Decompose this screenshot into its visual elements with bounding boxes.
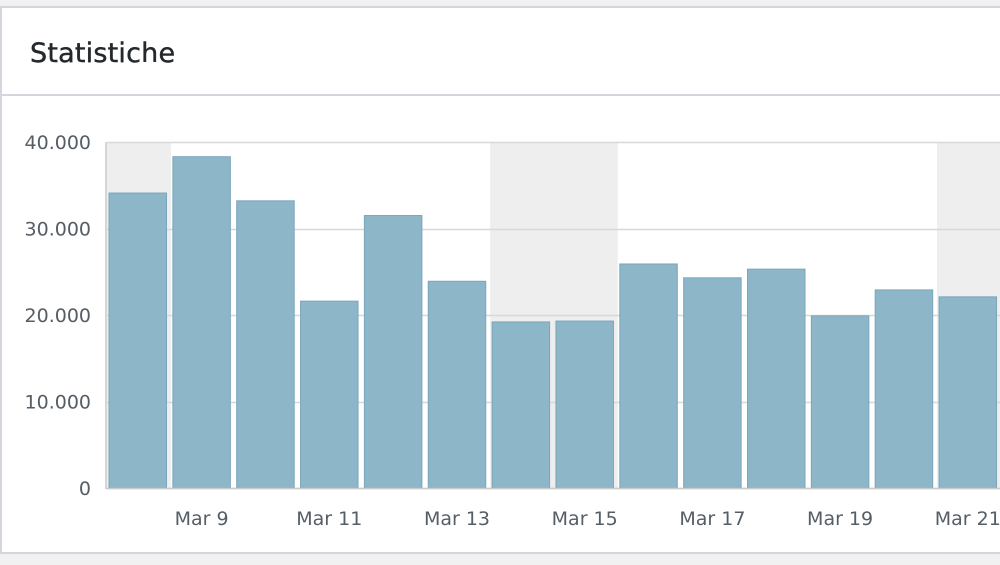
bar-mar-17 bbox=[683, 277, 742, 489]
widget-title: Statistiche bbox=[30, 38, 176, 69]
bars bbox=[108, 156, 998, 489]
bar-mar-19 bbox=[810, 315, 870, 489]
x-tick-label: Mar 17 bbox=[679, 508, 745, 530]
bar-mar-9 bbox=[172, 156, 231, 489]
x-tick-labels: Mar 9 Mar 11 Mar 13 Mar 15 Mar 17 Mar 19 Mar 2… bbox=[175, 508, 1000, 530]
x-tick-label: Mar 15 bbox=[552, 508, 618, 530]
x-tick-label: Mar 13 bbox=[424, 508, 490, 530]
y-tick-label: 0 bbox=[79, 478, 91, 500]
bar-mar-18 bbox=[747, 268, 806, 489]
axes bbox=[105, 142, 1000, 490]
x-tick-label: Mar 21 bbox=[935, 508, 1000, 530]
bar-mar-12 bbox=[363, 215, 423, 489]
bar-mar-15 bbox=[555, 320, 614, 489]
bar-mar-20 bbox=[874, 289, 934, 489]
bar-mar-14 bbox=[491, 321, 551, 489]
bar-mar-11 bbox=[300, 300, 359, 489]
y-tick-label: 10.000 bbox=[25, 392, 91, 414]
bar-mar-10 bbox=[236, 200, 295, 489]
y-tick-labels: 0 10.000 20.000 30.000 40.000 bbox=[25, 132, 91, 500]
bar-mar-21 bbox=[938, 296, 998, 489]
x-tick-label: Mar 19 bbox=[807, 508, 873, 530]
bar-mar-8 bbox=[108, 192, 167, 489]
y-tick-label: 20.000 bbox=[25, 305, 91, 327]
y-tick-label: 30.000 bbox=[25, 219, 91, 241]
bar-mar-13 bbox=[427, 280, 487, 489]
x-tick-label: Mar 9 bbox=[175, 508, 229, 530]
x-tick-label: Mar 11 bbox=[296, 508, 362, 530]
y-tick-label: 40.000 bbox=[25, 132, 91, 154]
bar-mar-16 bbox=[619, 263, 678, 489]
widget-header: Statistiche bbox=[2, 8, 1000, 96]
